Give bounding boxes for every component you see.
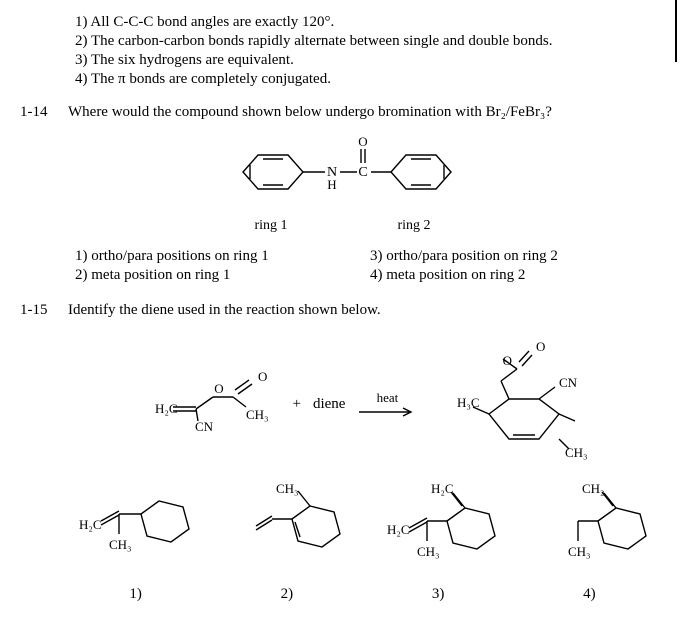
- prev-opt4: 4) The π bonds are completely conjugated…: [75, 71, 665, 88]
- q14-a1: 1) ortho/para positions on ring 1: [75, 248, 370, 265]
- opt1-label: 1): [129, 586, 142, 603]
- q14-text: Where would the compound shown below und…: [68, 104, 665, 121]
- label-H: H: [327, 177, 336, 192]
- label-C: C: [358, 165, 367, 180]
- opt3-label: 3): [432, 586, 445, 603]
- q15-text: Identify the diene used in the reaction …: [68, 302, 665, 319]
- opt2-structure: CH₃: [222, 479, 352, 574]
- ring1-label: ring 1: [254, 218, 287, 234]
- opt1-h2c: H₂C: [79, 517, 102, 532]
- dienophile: H₂C CN O O CH₃: [141, 359, 281, 449]
- label-cn: CN: [195, 419, 214, 434]
- opt2-label: 2): [281, 586, 294, 603]
- heat-label: heat: [377, 390, 399, 406]
- ring-labels: ring 1 ring 2: [20, 218, 665, 234]
- opt2-ch3: CH₃: [276, 481, 299, 496]
- page-border-right: [675, 0, 677, 62]
- label-o: O: [214, 381, 223, 396]
- label-o3: O: [503, 353, 512, 368]
- opt4-ch2: CH₂: [582, 481, 605, 496]
- arrow-icon: [357, 406, 417, 418]
- prev-opt1: 1) All C-C-C bond angles are exactly 120…: [75, 14, 665, 31]
- opt4-label: 4): [583, 586, 596, 603]
- ring2-label: ring 2: [398, 218, 431, 234]
- q15-row: 1-15 Identify the diene used in the reac…: [20, 302, 665, 319]
- opt1-structure: H₂C CH₃: [71, 479, 201, 574]
- opt1-col: H₂C CH₃ 1): [66, 479, 206, 603]
- opt3-col: H₂C H₂C CH₃ 3): [368, 479, 508, 603]
- q14-structure: N H C O ring 1 ring 2: [20, 135, 665, 234]
- q14-a3: 3) ortho/para position on ring 2: [370, 248, 665, 265]
- product: H₃C CH₃ O O CN: [429, 339, 599, 469]
- opt3-h2c2: H₂C: [431, 481, 454, 496]
- prev-options: 1) All C-C-C bond angles are exactly 120…: [75, 14, 665, 88]
- label-h3c: H₃C: [457, 395, 480, 410]
- opt3-structure: H₂C H₂C CH₃: [373, 479, 503, 574]
- q15-options-figs: H₂C CH₃ 1) CH₃ 2): [60, 479, 665, 603]
- diene-text: diene: [313, 396, 345, 413]
- q15-number: 1-15: [20, 302, 68, 319]
- label-o4: O: [536, 339, 545, 354]
- q14-a4: 4) meta position on ring 2: [370, 267, 665, 284]
- label-h2c: H₂C: [155, 401, 178, 416]
- opt3-ch3: CH₃: [417, 544, 440, 559]
- q14-a2: 2) meta position on ring 1: [75, 267, 370, 284]
- prev-opt3: 3) The six hydrogens are equivalent.: [75, 52, 665, 69]
- label-ch3: CH₃: [246, 407, 269, 422]
- label-cn2: CN: [559, 375, 578, 390]
- opt4-col: CH₂ CH₃ 4): [519, 479, 659, 603]
- q15-reaction: H₂C CN O O CH₃ + diene heat: [75, 339, 665, 469]
- opt3-h2c: H₂C: [387, 522, 410, 537]
- opt4-structure: CH₂ CH₃: [524, 479, 654, 574]
- label-ch3b: CH₃: [565, 445, 588, 460]
- label-O: O: [358, 135, 367, 149]
- prev-opt2: 2) The carbon-carbon bonds rapidly alter…: [75, 33, 665, 50]
- q14-number: 1-14: [20, 104, 68, 121]
- q14-row: 1-14 Where would the compound shown belo…: [20, 104, 665, 121]
- label-o2: O: [258, 369, 267, 384]
- plus-sign: +: [293, 396, 301, 413]
- opt1-ch3: CH₃: [109, 537, 132, 552]
- q14-answers: 1) ortho/para positions on ring 1 2) met…: [75, 246, 665, 286]
- opt4-ch3: CH₃: [568, 544, 591, 559]
- opt2-col: CH₃ 2): [217, 479, 357, 603]
